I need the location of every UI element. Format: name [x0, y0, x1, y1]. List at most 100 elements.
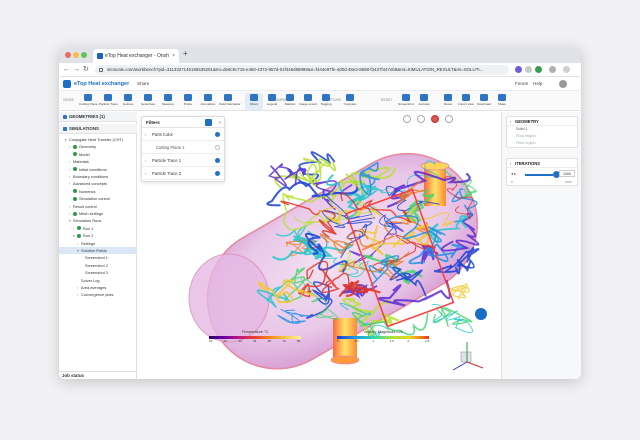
simulations-section[interactable]: SIMULATIONS: [59, 124, 137, 134]
tree-expand-icon[interactable]: ›: [69, 145, 71, 150]
tree-expand-icon[interactable]: ▾: [69, 219, 71, 224]
filter-row[interactable]: › Parts Color: [142, 128, 224, 141]
job-status-header[interactable]: Job status: [59, 371, 137, 379]
toolbar-button-share[interactable]: Share: [493, 93, 511, 110]
settings-icon[interactable]: [445, 115, 453, 123]
tree-expand-icon[interactable]: ›: [77, 286, 79, 290]
visibility-toggle-icon[interactable]: [215, 145, 220, 150]
minimize-window-dot[interactable]: [73, 52, 79, 58]
geometry-item[interactable]: Solid 1: [516, 127, 528, 131]
tree-item[interactable]: › Result control: [59, 203, 137, 210]
perspective-icon[interactable]: [417, 115, 425, 123]
toolbar-button-isosurface[interactable]: Isosurface: [139, 93, 157, 110]
iterations-card-header[interactable]: ITERATIONS: [507, 159, 577, 168]
tree-item[interactable]: ▾ Solution Fields: [59, 247, 137, 254]
visibility-toggle-icon[interactable]: [215, 171, 220, 176]
toolbar-button-compare[interactable]: Compare: [341, 93, 359, 110]
tree-item[interactable]: Screenshot 2: [59, 262, 137, 269]
new-tab-icon[interactable]: +: [183, 49, 188, 58]
iteration-step-controls[interactable]: ◂ ▸: [511, 171, 517, 176]
tree-item[interactable]: Screenshot 1: [59, 254, 137, 261]
project-title[interactable]: eTop Heat exchanger: [74, 81, 130, 87]
tree-expand-icon[interactable]: ›: [69, 167, 71, 172]
filter-row[interactable]: › Particle Trace 2: [142, 167, 224, 180]
expand-icon[interactable]: ›: [145, 158, 147, 163]
chat-support-button[interactable]: [475, 308, 487, 320]
iteration-slider-handle[interactable]: [553, 171, 560, 178]
url-field[interactable]: simscale.com/workbench?pid=3113327145165…: [95, 65, 509, 75]
iteration-slider[interactable]: [525, 174, 553, 176]
tree-expand-icon[interactable]: ›: [69, 175, 71, 179]
toolbar-button-filters[interactable]: Filters: [245, 93, 263, 110]
geometry-item[interactable]: Flow region: [516, 141, 536, 145]
tree-item[interactable]: Numerics: [59, 188, 137, 195]
geometry-card-header[interactable]: GEOMETRY: [507, 117, 577, 126]
view-orientation-icon[interactable]: [403, 115, 411, 123]
share-link[interactable]: Share: [137, 81, 150, 86]
maximize-window-dot[interactable]: [81, 52, 87, 58]
tree-item[interactable]: ▾ Conjugate Heat Transfer (CHT): [59, 136, 137, 143]
star-icon[interactable]: [525, 66, 532, 73]
tree-item[interactable]: Screenshot 3: [59, 269, 137, 276]
toolbar-button-screenshot[interactable]: Screenshot: [397, 93, 415, 110]
avatar[interactable]: [559, 80, 567, 88]
tree-item[interactable]: › Convergence plots: [59, 291, 137, 298]
tree-expand-icon[interactable]: ▾: [77, 249, 79, 253]
tree-expand-icon[interactable]: ›: [69, 160, 71, 165]
toolbar-button-statistic[interactable]: Statistic: [281, 93, 299, 110]
expand-icon[interactable]: ›: [145, 132, 147, 137]
tree-item[interactable]: Model: [59, 151, 137, 158]
toolbar-button-annotation[interactable]: Annotation: [199, 93, 217, 110]
tree-item[interactable]: › Advanced concepts: [59, 180, 137, 187]
iteration-value-field[interactable]: 1000: [559, 170, 575, 177]
visibility-toggle-icon[interactable]: [215, 158, 220, 163]
geometry-item[interactable]: Flow region: [516, 134, 536, 138]
menu-icon[interactable]: [563, 66, 570, 73]
tree-item[interactable]: › Initial conditions: [59, 166, 137, 173]
toolbar-button-tagging[interactable]: Tagging: [317, 93, 335, 110]
tree-item[interactable]: › Mesh settings: [59, 210, 137, 217]
toolbar-button-cutting-plane[interactable]: Cutting Plane: [79, 93, 98, 110]
toolbar-button-isolines[interactable]: Isolines: [119, 93, 137, 110]
help-menu[interactable]: Help: [533, 81, 543, 86]
toolbar-button-particle-trace[interactable]: Particle Trace: [99, 93, 118, 110]
close-icon[interactable]: ×: [218, 120, 221, 125]
close-tab-icon[interactable]: ×: [172, 53, 175, 59]
tree-item[interactable]: Simulation control: [59, 195, 137, 202]
tree-expand-icon[interactable]: ›: [77, 241, 79, 246]
toolbar-button-animate[interactable]: Animate: [415, 93, 433, 110]
profile-icon[interactable]: [549, 66, 556, 73]
forum-link[interactable]: Forum: [515, 81, 529, 86]
forward-icon[interactable]: →: [73, 66, 80, 73]
3d-viewport[interactable]: Filters × › Parts Color Cutting Plane 1 › Pa…: [137, 112, 501, 379]
toolbar-button-download[interactable]: Download: [475, 93, 493, 110]
visibility-toggle-icon[interactable]: [215, 132, 220, 137]
tree-item[interactable]: › Area averages: [59, 284, 137, 291]
tree-item[interactable]: ▾ Run 2: [59, 232, 137, 239]
filters-done-button[interactable]: [205, 119, 212, 126]
toolbar-button-reset[interactable]: Reset: [439, 93, 457, 110]
tree-expand-icon[interactable]: ›: [69, 182, 71, 187]
toolbar-button-image-export[interactable]: Image export: [299, 93, 317, 110]
browser-tab[interactable]: eTop Heat exchanger - Onsh ×: [93, 49, 179, 63]
close-window-dot[interactable]: [65, 52, 71, 58]
tree-item[interactable]: › Settings: [59, 240, 137, 247]
extension-icon[interactable]: [515, 66, 522, 73]
tree-item[interactable]: › Materials: [59, 158, 137, 165]
expand-icon[interactable]: ›: [145, 171, 147, 176]
filter-row[interactable]: Cutting Plane 1: [142, 141, 224, 154]
tree-expand-icon[interactable]: ▾: [65, 138, 67, 142]
rotate-icon[interactable]: [431, 115, 439, 123]
tree-item[interactable]: › Geometry: [59, 143, 137, 150]
reload-icon[interactable]: ↻: [83, 66, 89, 73]
tree-expand-icon[interactable]: ›: [73, 226, 75, 231]
tree-expand-icon[interactable]: ›: [69, 204, 71, 209]
tree-expand-icon[interactable]: ›: [69, 212, 71, 216]
tree-item[interactable]: Solver Log: [59, 277, 137, 284]
geometries-section[interactable]: GEOMETRIES (1): [59, 112, 137, 122]
tree-expand-icon[interactable]: ▾: [73, 234, 75, 239]
toolbar-button-probe[interactable]: Probe: [179, 93, 197, 110]
toolbar-button-legend[interactable]: Legend: [263, 93, 281, 110]
tree-expand-icon[interactable]: ›: [77, 293, 79, 298]
extension-icon[interactable]: [535, 66, 542, 73]
